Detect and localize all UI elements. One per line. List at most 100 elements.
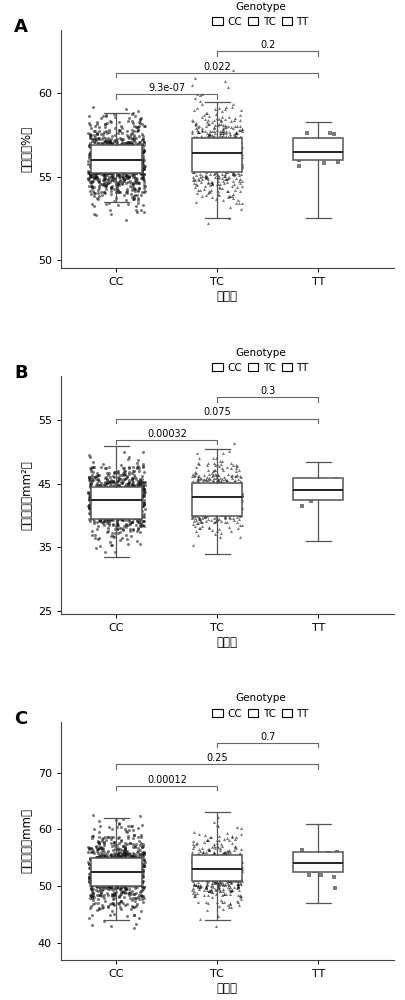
Point	[198, 157, 205, 173]
Point	[219, 853, 226, 869]
Point	[222, 141, 229, 157]
Point	[228, 868, 234, 884]
Point	[100, 491, 106, 507]
Point	[211, 166, 217, 182]
Point	[139, 144, 146, 160]
Point	[217, 141, 224, 157]
Point	[98, 126, 104, 142]
Point	[125, 479, 131, 495]
Point	[140, 850, 146, 866]
Point	[139, 160, 145, 176]
PathPatch shape	[192, 483, 242, 516]
Point	[109, 148, 115, 164]
Point	[111, 845, 117, 861]
Point	[213, 456, 220, 472]
Point	[205, 869, 211, 885]
Point	[197, 856, 203, 872]
Point	[126, 849, 132, 865]
Point	[216, 864, 223, 880]
Point	[114, 504, 121, 520]
Point	[126, 876, 132, 892]
Point	[225, 124, 231, 140]
Point	[104, 491, 111, 507]
Point	[139, 155, 145, 171]
Point	[130, 496, 136, 512]
Point	[95, 130, 101, 146]
Point	[131, 827, 137, 843]
Point	[202, 844, 209, 860]
Point	[139, 487, 145, 503]
Point	[199, 507, 206, 523]
Point	[194, 878, 200, 894]
Point	[91, 494, 98, 510]
Point	[136, 495, 143, 511]
Point	[128, 869, 134, 885]
Point	[232, 829, 239, 845]
Point	[224, 867, 230, 883]
Point	[228, 188, 235, 204]
Point	[105, 485, 111, 501]
Point	[141, 858, 147, 874]
Point	[110, 160, 116, 176]
Point	[136, 516, 143, 532]
Point	[91, 821, 97, 837]
Point	[94, 160, 100, 176]
Point	[99, 187, 105, 203]
Point	[219, 858, 225, 874]
Point	[219, 192, 225, 208]
Point	[91, 860, 98, 876]
Point	[200, 475, 206, 491]
Point	[196, 877, 202, 893]
Point	[216, 872, 223, 888]
Point	[107, 507, 113, 523]
Point	[202, 148, 208, 164]
Point	[204, 171, 211, 187]
Point	[139, 498, 145, 514]
Point	[212, 154, 218, 170]
Point	[134, 183, 141, 199]
Point	[217, 113, 224, 129]
Point	[136, 524, 143, 540]
Point	[130, 118, 136, 134]
Point	[123, 162, 129, 178]
Point	[115, 860, 122, 876]
Point	[110, 480, 117, 496]
Point	[122, 863, 129, 879]
Point	[219, 127, 226, 143]
Point	[196, 492, 202, 508]
Point	[231, 477, 238, 493]
Point	[207, 496, 214, 512]
Point	[100, 175, 107, 191]
Point	[210, 470, 216, 486]
Point	[104, 156, 111, 172]
Point	[121, 467, 128, 483]
Point	[111, 496, 117, 512]
Point	[117, 144, 123, 160]
Y-axis label: 瘟肉率（%）: 瘟肉率（%）	[21, 126, 34, 172]
Point	[224, 466, 230, 482]
Point	[89, 866, 96, 882]
Point	[113, 502, 119, 518]
Point	[102, 159, 108, 175]
Point	[213, 122, 220, 138]
Point	[125, 885, 131, 901]
Point	[116, 881, 122, 897]
Point	[98, 831, 105, 847]
Point	[305, 144, 311, 160]
Point	[118, 852, 124, 868]
Point	[108, 484, 115, 500]
Point	[213, 138, 219, 154]
Point	[123, 896, 130, 912]
Point	[238, 149, 244, 165]
Point	[232, 840, 238, 856]
Point	[237, 870, 244, 886]
Point	[232, 124, 239, 140]
Point	[213, 513, 219, 529]
Point	[122, 838, 128, 854]
Point	[99, 876, 105, 892]
Point	[237, 488, 243, 504]
Point	[193, 465, 199, 481]
Point	[192, 862, 198, 878]
Point	[98, 497, 104, 513]
Point	[198, 480, 205, 496]
